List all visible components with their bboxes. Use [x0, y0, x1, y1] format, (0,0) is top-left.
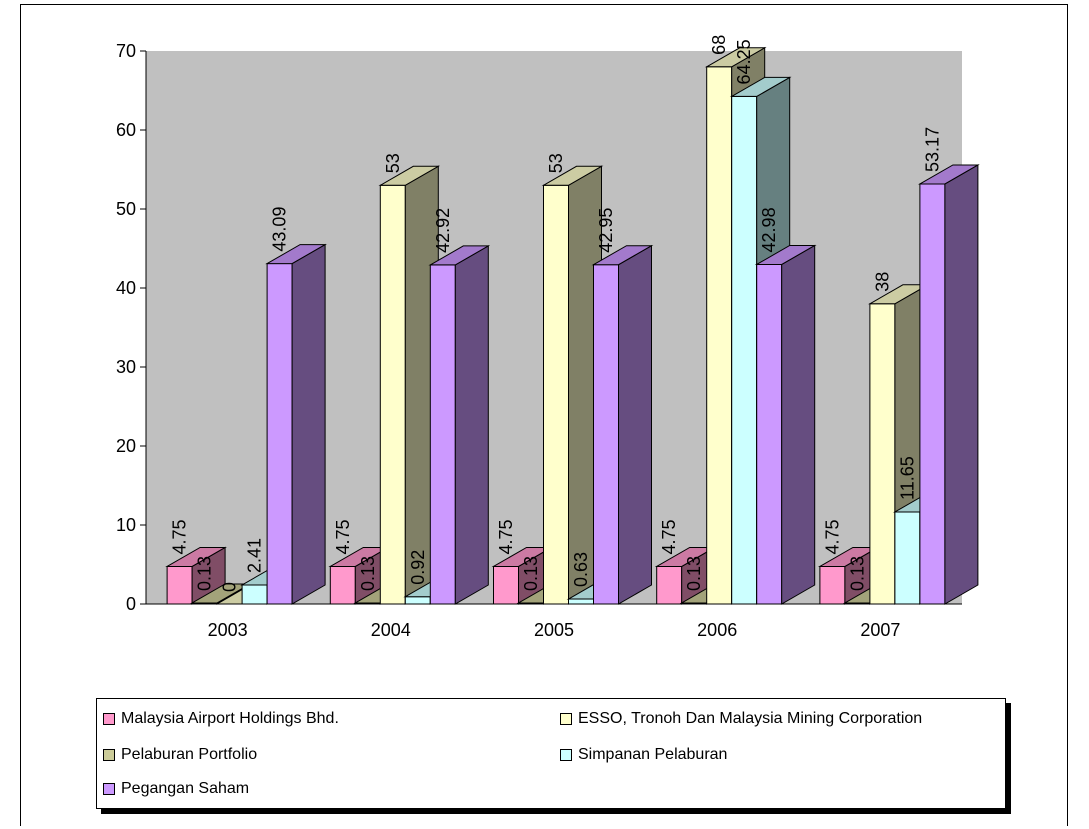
bar-front [869, 303, 896, 605]
bar-front [379, 184, 406, 605]
data-label: 38 [872, 272, 892, 292]
x-tick-label: 2006 [697, 620, 737, 640]
legend-swatch [560, 713, 572, 725]
bar-top [729, 76, 792, 97]
legend-item-esso: ESSO, Tronoh Dan Malaysia Mining Corpora… [560, 710, 922, 728]
bar-front [919, 183, 946, 605]
data-label: 0.92 [408, 550, 428, 585]
legend-swatch [103, 783, 115, 795]
bar-front [819, 565, 846, 605]
bar-top [754, 244, 817, 265]
data-label: 42.92 [433, 208, 453, 253]
data-label: 0.13 [847, 556, 867, 591]
data-label: 0.13 [684, 556, 704, 591]
legend-label: Pelaburan Portfolio [121, 746, 258, 763]
legend-swatch [103, 749, 115, 761]
data-label: 4.75 [170, 519, 190, 554]
data-label: 0.13 [358, 556, 378, 591]
y-tick-label: 50 [116, 199, 136, 219]
data-label: 4.75 [333, 519, 353, 554]
bar-front [894, 511, 921, 605]
legend-label: ESSO, Tronoh Dan Malaysia Mining Corpora… [578, 710, 923, 727]
y-tick-label: 0 [126, 594, 136, 614]
legend-swatch [560, 749, 572, 761]
x-tick-label: 2005 [534, 620, 574, 640]
legend-item-simpanan-pelaburan: Simpanan Pelaburan [560, 746, 727, 764]
data-label: 11.65 [897, 456, 917, 500]
bar-front [266, 263, 293, 605]
bar-side [291, 243, 326, 605]
bar-top [918, 164, 980, 185]
bar-top [265, 244, 327, 265]
y-tick-label: 60 [116, 120, 136, 140]
data-label: 53.17 [922, 127, 942, 172]
legend-item-malaysia-airport: Malaysia Airport Holdings Bhd. [103, 710, 339, 728]
data-label: 68 [709, 35, 729, 55]
bar-front [429, 264, 456, 605]
y-tick-label: 20 [116, 436, 136, 456]
bar-front [543, 184, 569, 605]
bar-side [618, 244, 652, 605]
bar-top [428, 245, 491, 266]
bar-side [454, 245, 489, 605]
legend-swatch [103, 713, 115, 725]
bar-front [493, 565, 519, 605]
data-label: 64.25 [734, 39, 754, 84]
bar-front [731, 95, 758, 605]
data-label: 4.75 [659, 519, 679, 554]
legend-item-pegangan-saham: Pegangan Saham [103, 780, 249, 798]
data-label: 0.63 [571, 552, 591, 587]
data-label: 0.13 [195, 556, 215, 591]
data-label: 53 [383, 153, 403, 173]
bar-side [781, 244, 816, 605]
bar-front [404, 596, 431, 605]
data-label: 42.98 [759, 207, 779, 252]
legend-label: Malaysia Airport Holdings Bhd. [121, 710, 339, 727]
data-label: 42.95 [596, 208, 616, 253]
data-label: 4.75 [496, 519, 516, 554]
bar-top [704, 47, 767, 68]
x-tick-label: 2007 [860, 620, 900, 640]
bar-front [593, 264, 619, 605]
y-tick-label: 10 [116, 515, 136, 535]
data-label: 2.41 [245, 538, 265, 573]
data-label: 0 [220, 582, 240, 592]
bar-front [329, 565, 356, 605]
bar-front [706, 66, 733, 605]
data-label: 53 [546, 153, 566, 173]
legend-label: Pegangan Saham [121, 780, 250, 797]
y-tick-label: 40 [116, 278, 136, 298]
bar-front [656, 565, 683, 605]
legend-label: Simpanan Pelaburan [578, 746, 728, 763]
bar-front [241, 584, 268, 605]
legend-item-pelaburan-portfolio: Pelaburan Portfolio [103, 746, 257, 764]
bar-top [165, 546, 227, 567]
bar-front [166, 565, 193, 605]
data-label: 0.13 [521, 556, 541, 591]
y-tick-label: 30 [116, 357, 136, 377]
y-tick-label: 70 [116, 41, 136, 61]
legend: Malaysia Airport Holdings Bhd. ESSO, Tro… [96, 698, 1006, 809]
data-label: 4.75 [822, 519, 842, 554]
x-tick-label: 2003 [208, 620, 248, 640]
data-label: 43.09 [270, 207, 290, 252]
bar-front [756, 263, 783, 605]
bar-top [541, 165, 604, 186]
bar-front [568, 598, 594, 605]
x-tick-label: 2004 [371, 620, 411, 640]
bar-side [944, 164, 979, 605]
bar-top [378, 165, 441, 186]
bar-top [591, 245, 654, 266]
